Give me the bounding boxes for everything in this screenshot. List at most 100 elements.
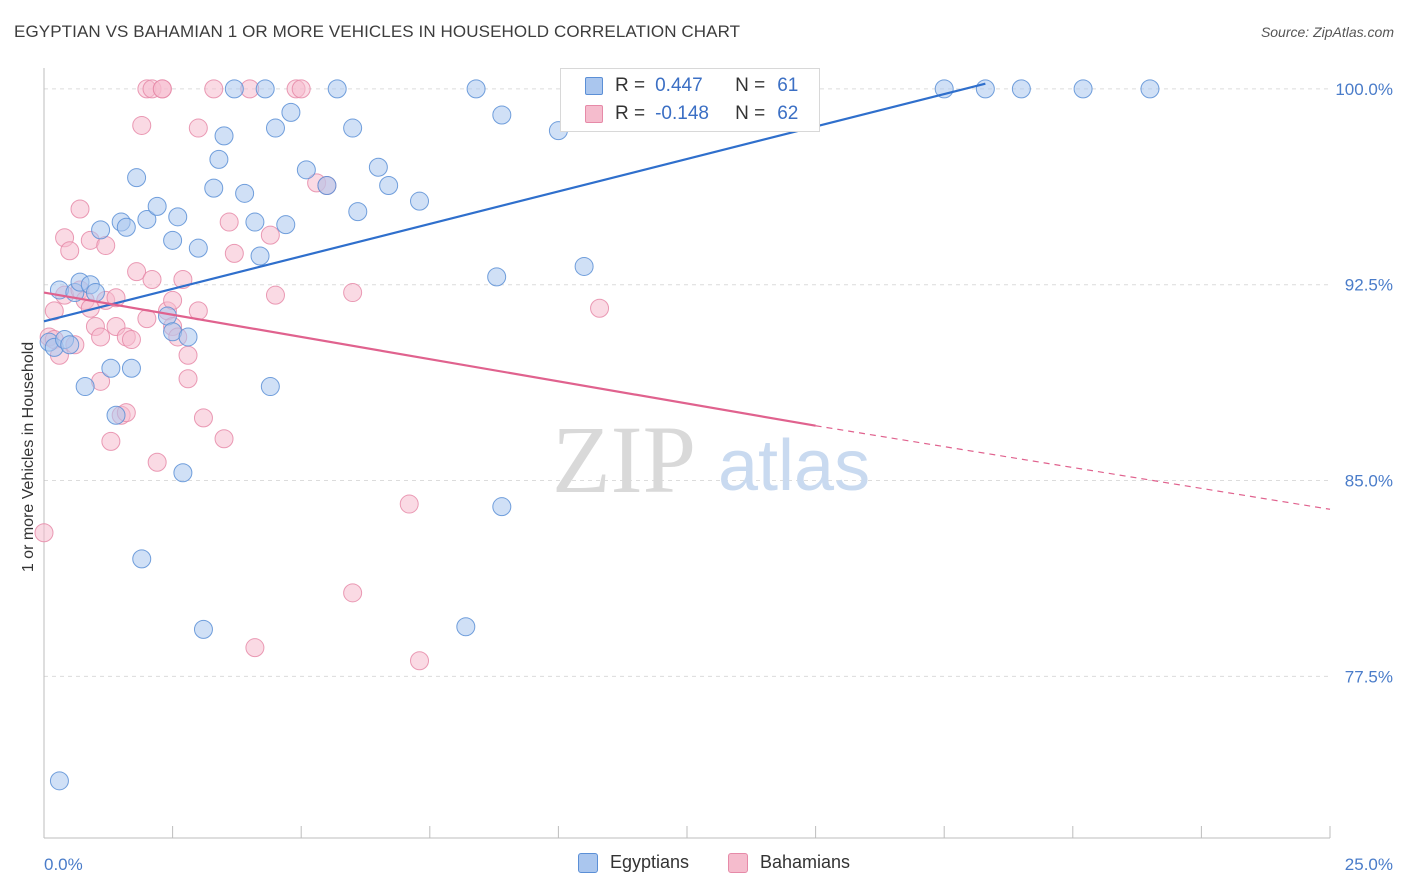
- egyptian-point: [327, 79, 347, 99]
- bahamian-point: [121, 330, 141, 350]
- egyptians-r-label: R =: [615, 75, 646, 96]
- stats-legend: R = 0.447 N = 61 R = -0.148 N = 62: [560, 68, 820, 132]
- watermark-zip: ZIP: [552, 406, 696, 513]
- egyptians-points: [39, 79, 1160, 791]
- egyptian-point: [492, 497, 512, 517]
- egyptian-point: [379, 176, 399, 195]
- watermark: ZIP atlas: [552, 406, 870, 513]
- egyptians-n-label: N =: [735, 75, 766, 96]
- egyptian-point: [101, 358, 121, 378]
- egyptian-point: [49, 771, 69, 791]
- egyptian-point: [204, 178, 224, 198]
- egyptian-point: [250, 246, 270, 266]
- y-tick-label: 85.0%: [1345, 472, 1393, 491]
- egyptian-point: [178, 327, 198, 347]
- bahamian-point: [245, 638, 265, 658]
- bahamian-point: [343, 583, 363, 603]
- egyptian-point: [173, 463, 193, 483]
- egyptian-point: [281, 102, 301, 122]
- bahamian-point: [60, 241, 80, 261]
- bahamian-point: [178, 345, 198, 365]
- egyptian-point: [296, 160, 316, 180]
- egyptian-point: [348, 202, 368, 222]
- egyptians-trend-line: [43, 82, 986, 323]
- bahamian-point: [399, 494, 419, 514]
- bahamian-point: [142, 270, 162, 289]
- egyptians-n-value: 61: [777, 75, 799, 96]
- egyptian-point: [492, 105, 512, 125]
- egyptians-legend-label: Egyptians: [610, 852, 690, 872]
- chart-title: EGYPTIAN VS BAHAMIAN 1 OR MORE VEHICLES …: [14, 22, 741, 41]
- y-tick-label: 77.5%: [1345, 667, 1393, 686]
- egyptian-point: [235, 183, 255, 203]
- trend-lines: [43, 82, 1331, 510]
- bahamian-point: [147, 452, 167, 472]
- egyptian-point: [487, 267, 507, 287]
- series-legend: Egyptians Bahamians: [0, 852, 1406, 878]
- egyptian-point: [1140, 79, 1160, 99]
- bahamians-legend-swatch: [728, 852, 748, 873]
- bahamians-swatch: [585, 105, 603, 123]
- bahamian-point: [219, 212, 239, 232]
- egyptian-point: [410, 191, 430, 211]
- bahamians-n-label: N =: [735, 103, 766, 124]
- egyptian-point: [121, 358, 141, 378]
- bahamian-point: [343, 283, 363, 303]
- egyptian-point: [260, 377, 280, 397]
- bahamian-point: [44, 301, 64, 321]
- egyptian-point: [1073, 79, 1093, 99]
- bahamian-point: [34, 523, 54, 543]
- bahamians-n-value: 62: [777, 103, 799, 124]
- egyptian-point: [106, 405, 126, 425]
- egyptian-point: [127, 168, 147, 188]
- bahamians-r-value: -0.148: [655, 103, 709, 124]
- egyptian-point: [132, 549, 152, 569]
- egyptian-point: [75, 377, 95, 397]
- bahamians-trend-line: [43, 291, 816, 427]
- egyptians-legend-swatch: [578, 852, 598, 873]
- bahamians-legend-label: Bahamians: [760, 852, 851, 872]
- source-credit: Source: ZipAtlas.com: [1260, 24, 1394, 40]
- egyptian-point: [317, 176, 337, 195]
- legend-item-bahamians[interactable]: Bahamians: [728, 852, 850, 873]
- bahamian-point: [70, 199, 90, 219]
- bahamian-point: [132, 115, 152, 135]
- legend-item-egyptians[interactable]: Egyptians: [578, 852, 689, 873]
- egyptian-point: [574, 256, 594, 276]
- x-tick-label: 25.0%: [1345, 855, 1393, 874]
- egyptian-point: [163, 230, 183, 250]
- bahamian-point: [193, 408, 213, 428]
- bahamians-r-label: R =: [615, 103, 646, 124]
- egyptian-point: [60, 335, 80, 355]
- bahamian-point: [590, 298, 610, 318]
- grid-layer: [44, 88, 1330, 677]
- bahamian-point: [188, 118, 208, 138]
- bahamian-point: [91, 327, 111, 347]
- bahamian-point: [204, 79, 224, 99]
- egyptian-point: [168, 207, 188, 227]
- axes-layer: [43, 68, 1331, 839]
- bahamian-point: [178, 369, 198, 389]
- bahamian-point: [101, 431, 121, 451]
- egyptian-point: [466, 79, 486, 99]
- bahamian-point: [265, 285, 285, 305]
- x-tick-label: 0.0%: [44, 855, 83, 874]
- egyptian-point: [456, 617, 476, 637]
- bahamian-point: [127, 262, 147, 282]
- egyptian-point: [255, 79, 275, 99]
- egyptian-point: [224, 79, 244, 99]
- bahamian-point: [410, 651, 430, 671]
- egyptian-point: [975, 79, 995, 99]
- egyptian-point: [209, 149, 229, 169]
- egyptian-point: [343, 118, 363, 138]
- legend-row-egyptians: R = 0.447 N = 61: [585, 75, 798, 97]
- y-axis-title: 1 or more Vehicles in Household: [20, 342, 37, 572]
- bahamian-point: [291, 79, 311, 99]
- egyptian-point: [116, 217, 136, 237]
- egyptian-point: [193, 619, 213, 639]
- tick-labels: 100.0% 92.5% 85.0% 77.5% 0.0% 25.0%: [44, 80, 1393, 874]
- bahamian-point: [152, 79, 172, 99]
- y-tick-label: 92.5%: [1345, 276, 1393, 295]
- egyptian-point: [137, 209, 157, 229]
- egyptian-point: [214, 126, 234, 146]
